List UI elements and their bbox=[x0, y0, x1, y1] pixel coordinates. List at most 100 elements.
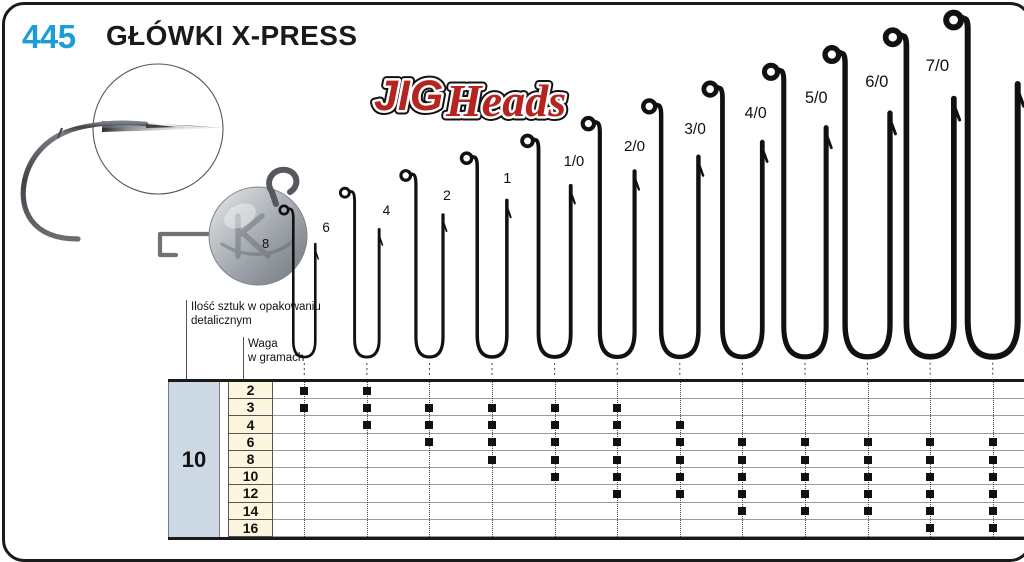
logo-text-jig: JIG bbox=[374, 72, 443, 120]
hook-barb-icon bbox=[952, 102, 962, 122]
table-row bbox=[273, 399, 1024, 417]
availability-dot bbox=[800, 489, 809, 498]
hook-barb-icon bbox=[378, 234, 384, 246]
hook-illustration bbox=[580, 115, 641, 359]
availability-dot bbox=[613, 438, 622, 447]
availability-dot bbox=[675, 455, 684, 464]
quantity-leader-line bbox=[186, 300, 187, 380]
brand-k-logo bbox=[220, 213, 294, 259]
hook-illustration bbox=[943, 9, 1024, 360]
lead-ball-head bbox=[208, 186, 308, 286]
availability-dot bbox=[988, 472, 997, 481]
svg-text:JIG: JIG bbox=[374, 72, 443, 120]
hook-eye-icon bbox=[278, 204, 290, 216]
table-row bbox=[273, 416, 1024, 434]
hook-illustration bbox=[338, 186, 384, 359]
availability-dot bbox=[362, 386, 371, 395]
svg-text:Heads: Heads bbox=[445, 75, 566, 126]
availability-dot bbox=[800, 438, 809, 447]
hook-illustration bbox=[761, 62, 833, 360]
page-title: GŁÓWKI X-PRESS bbox=[106, 20, 358, 51]
availability-dot bbox=[425, 403, 434, 412]
column-guide bbox=[429, 382, 431, 537]
availability-dot bbox=[675, 438, 684, 447]
availability-dot bbox=[675, 421, 684, 430]
hook-eye-icon bbox=[338, 186, 351, 199]
product-photo-jighead bbox=[0, 58, 320, 308]
availability-dot bbox=[738, 455, 747, 464]
column-guide bbox=[304, 382, 306, 537]
hook-eye-icon bbox=[822, 45, 842, 65]
availability-dot bbox=[550, 403, 559, 412]
logo-text-heads: Heads bbox=[445, 75, 566, 126]
availability-table: 10 2 3 4 6 8 10 12 14 16 bbox=[168, 379, 1024, 540]
table-row bbox=[273, 382, 1024, 400]
availability-dot bbox=[738, 438, 747, 447]
hook-barb-icon bbox=[760, 146, 769, 163]
availability-dot bbox=[988, 524, 997, 533]
weight-cell: 14 bbox=[228, 502, 273, 520]
hook-eye-icon bbox=[641, 98, 658, 115]
availability-dot bbox=[362, 403, 371, 412]
availability-dot bbox=[675, 472, 684, 481]
availability-dot bbox=[550, 472, 559, 481]
hook-illustration bbox=[822, 45, 897, 360]
weight-cell: 10 bbox=[228, 468, 273, 486]
weight-cell: 16 bbox=[228, 519, 273, 537]
availability-dot bbox=[488, 455, 497, 464]
quantity-annotation-label: Ilość sztuk w opakowaniu detalicznym bbox=[191, 301, 321, 327]
hook-barb-icon bbox=[505, 205, 512, 219]
hook-barb-icon bbox=[314, 249, 320, 260]
availability-dot bbox=[926, 524, 935, 533]
availability-dot bbox=[988, 455, 997, 464]
availability-dot bbox=[863, 489, 872, 498]
hook-barb-icon bbox=[633, 176, 641, 191]
availability-dot bbox=[926, 472, 935, 481]
hook-eye-icon bbox=[943, 9, 965, 31]
availability-dot bbox=[926, 507, 935, 516]
availability-dot bbox=[613, 489, 622, 498]
hook-eye-icon bbox=[399, 169, 413, 182]
hook-eye-icon bbox=[882, 27, 903, 48]
availability-dot bbox=[800, 472, 809, 481]
weight-cell: 2 bbox=[228, 382, 273, 400]
weight-leader-line bbox=[243, 337, 244, 380]
hook-eye-icon bbox=[701, 80, 719, 98]
availability-dot bbox=[300, 403, 309, 412]
svg-text:JIG: JIG bbox=[374, 72, 443, 120]
availability-dot bbox=[362, 421, 371, 430]
availability-dot bbox=[926, 489, 935, 498]
table-row bbox=[273, 503, 1024, 520]
availability-dot bbox=[488, 438, 497, 447]
table-row bbox=[273, 485, 1024, 503]
hook-size-label-6: 6 bbox=[322, 219, 330, 235]
svg-text:Heads: Heads bbox=[445, 75, 566, 126]
availability-dot bbox=[613, 421, 622, 430]
availability-dot bbox=[550, 455, 559, 464]
jigheads-logo: JIG JIG JIG Heads Heads Heads bbox=[368, 62, 608, 134]
hook-barb-icon bbox=[697, 161, 705, 177]
hook-barb-icon bbox=[888, 117, 897, 136]
weight-cell: 8 bbox=[228, 450, 273, 469]
hook-barb-icon bbox=[1016, 88, 1024, 108]
hook-size-label-6-0: 6/0 bbox=[865, 72, 889, 92]
availability-dot bbox=[613, 455, 622, 464]
weight-column: 2 3 4 6 8 10 12 14 16 bbox=[228, 382, 273, 537]
hook-eye-icon bbox=[580, 115, 597, 132]
table-row bbox=[273, 468, 1024, 486]
availability-dot bbox=[550, 421, 559, 430]
availability-dot bbox=[988, 489, 997, 498]
hook-size-label-4: 4 bbox=[382, 203, 391, 219]
availability-dot bbox=[988, 507, 997, 516]
hook-size-label-1-0: 1/0 bbox=[563, 154, 585, 171]
table-row bbox=[273, 451, 1024, 469]
availability-dot bbox=[800, 455, 809, 464]
availability-dot bbox=[988, 438, 997, 447]
availability-grid bbox=[273, 382, 1024, 537]
hook-barb-icon bbox=[569, 190, 576, 205]
availability-dot bbox=[675, 489, 684, 498]
column-guide bbox=[366, 382, 368, 537]
hook-eye-icon bbox=[520, 133, 535, 149]
availability-dot bbox=[550, 438, 559, 447]
bait-keeper-wire bbox=[157, 231, 235, 258]
